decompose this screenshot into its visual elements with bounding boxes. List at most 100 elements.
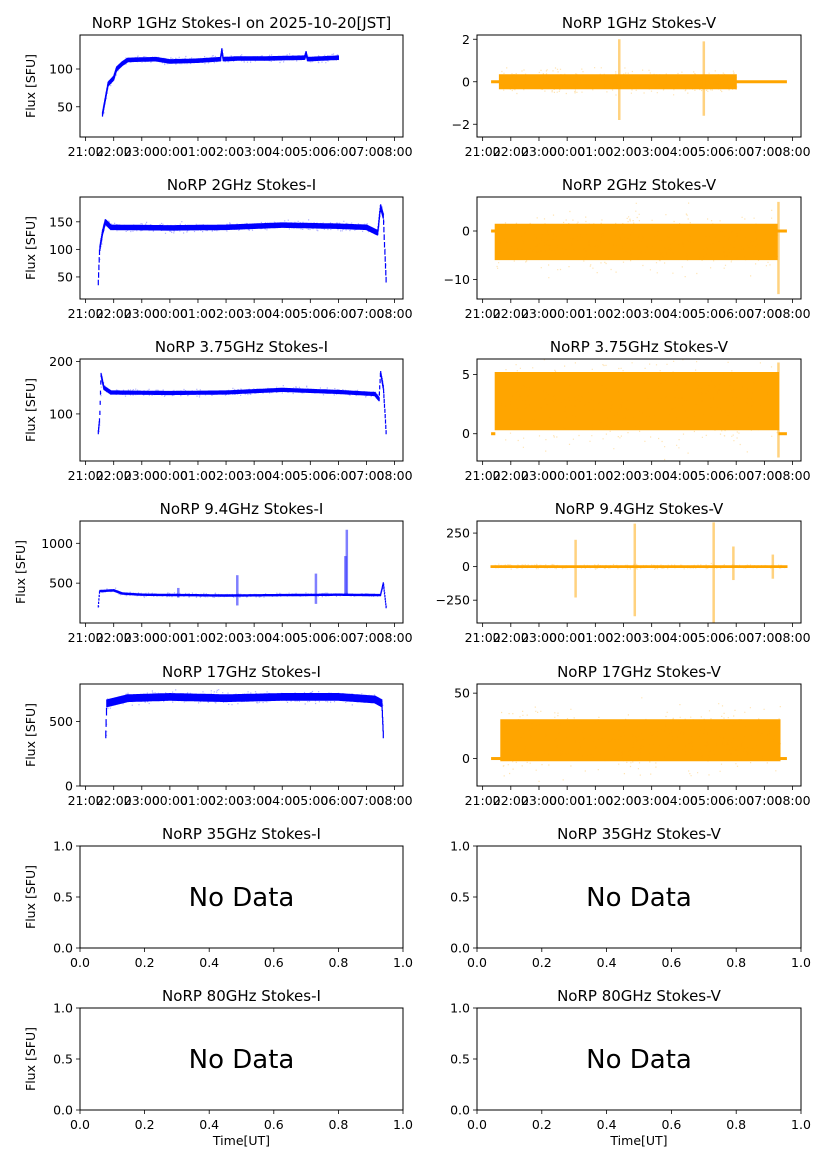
data-outliers: [495, 202, 779, 279]
x-tick-label: 22:00: [493, 793, 529, 808]
x-tick-label: 06:00: [718, 144, 754, 159]
x-tick-label: 23:00: [124, 468, 160, 483]
x-tick-label: 06:00: [320, 468, 356, 483]
x-tick-label: 05:00: [690, 468, 726, 483]
y-tick-label: 500: [49, 714, 73, 729]
x-tick-label: 23:00: [124, 144, 160, 159]
y-tick-label: 100: [49, 62, 73, 77]
x-tick-label: 06:00: [718, 793, 754, 808]
y-tick-label: 0: [462, 74, 470, 89]
data-series: [97, 371, 387, 435]
no-data-annotation: No Data: [586, 883, 692, 913]
subplot-80GHz-I: NoRP 80GHz Stokes-I Flux [SFU] Time[UT] 0.0…: [23, 987, 413, 1148]
x-tick-label: 0.0: [70, 1117, 90, 1132]
x-tick-label: 03:00: [236, 793, 272, 808]
x-tick-label: 23:00: [124, 630, 160, 645]
x-tick-label: 08:00: [775, 306, 811, 321]
x-tick-label: 0.0: [467, 955, 487, 970]
x-tick-label: 08:00: [775, 630, 811, 645]
x-tick-label: 1.0: [791, 1117, 811, 1132]
x-tick-label: 03:00: [634, 306, 670, 321]
y-tick-label: 0: [65, 779, 73, 794]
y-tick-label: 0.0: [450, 941, 470, 956]
y-tick-label: 0.0: [450, 1103, 470, 1118]
no-data-annotation: No Data: [189, 883, 295, 913]
x-tick-label: 1.0: [393, 1117, 413, 1132]
x-tick-label: 00:00: [152, 468, 188, 483]
axes-frame: [79, 520, 404, 624]
x-tick-label: 04:00: [662, 144, 698, 159]
data-band: [490, 565, 788, 568]
x-tick-label: 01:00: [577, 793, 613, 808]
subplot-title: NoRP 17GHz Stokes-I: [162, 663, 321, 681]
data-band: [498, 74, 737, 90]
x-tick-label: 0.6: [661, 955, 681, 970]
y-axis-label: Flux [SFU]: [23, 216, 38, 280]
x-tick-label: 21:00: [465, 144, 501, 159]
x-tick-label: 04:00: [264, 144, 300, 159]
y-tick-label: 0.5: [53, 890, 73, 905]
axes-frame: [79, 358, 404, 462]
x-tick-label: 21:00: [68, 468, 104, 483]
data-series: [491, 39, 787, 120]
x-tick-label: 05:00: [292, 630, 328, 645]
subplot-17GHz-V: NoRP 17GHz Stokes-V 0 50 21:0022:0023:0000:…: [454, 663, 811, 808]
x-tick-label: 01:00: [180, 468, 216, 483]
x-tick-label: 0.4: [199, 955, 219, 970]
x-tick-label: 23:00: [124, 793, 160, 808]
data-outliers: [98, 376, 385, 433]
axes-frame: [476, 34, 802, 138]
no-data-annotation: No Data: [586, 1045, 692, 1075]
no-data-annotation: No Data: [189, 1045, 295, 1075]
x-tick-label: 21:00: [465, 630, 501, 645]
data-outliers: [98, 583, 388, 608]
y-tick-label: 500: [49, 576, 73, 591]
y-tick-label: 50: [454, 686, 470, 701]
x-tick-label: 02:00: [605, 793, 641, 808]
x-tick-label: 04:00: [662, 793, 698, 808]
x-tick-label: 04:00: [662, 306, 698, 321]
y-tick-label: 1.0: [450, 1001, 470, 1016]
x-tick-label: 05:00: [292, 793, 328, 808]
x-tick-label: 01:00: [180, 144, 216, 159]
x-tick-label: 00:00: [549, 793, 585, 808]
subplot-title: NoRP 80GHz Stokes-V: [557, 987, 722, 1005]
y-axis-label: Flux [SFU]: [23, 54, 38, 118]
x-tick-label: 07:00: [348, 306, 384, 321]
data-band: [97, 582, 387, 609]
data-outliers: [105, 689, 384, 736]
x-tick-label: 04:00: [662, 630, 698, 645]
x-tick-label: 23:00: [521, 468, 557, 483]
x-tick-label: 08:00: [377, 306, 413, 321]
y-tick-label: 2: [462, 32, 470, 47]
x-tick-label: 08:00: [377, 468, 413, 483]
x-tick-label: 01:00: [180, 630, 216, 645]
x-tick-label: 07:00: [746, 144, 782, 159]
x-tick-label: 00:00: [549, 630, 585, 645]
x-tick-label: 0.8: [726, 1117, 746, 1132]
y-tick-label: 50: [57, 99, 73, 114]
y-axis-label: Flux [SFU]: [13, 540, 28, 604]
x-tick-label: 21:00: [465, 793, 501, 808]
x-tick-label: 0.0: [70, 955, 90, 970]
x-tick-label: 01:00: [577, 144, 613, 159]
x-tick-label: 22:00: [96, 144, 132, 159]
x-tick-label: 21:00: [68, 630, 104, 645]
x-tick-label: 00:00: [152, 793, 188, 808]
x-tick-label: 07:00: [348, 468, 384, 483]
y-tick-label: 0: [462, 559, 470, 574]
data-series: [490, 522, 788, 623]
x-tick-label: 04:00: [264, 468, 300, 483]
x-tick-label: 02:00: [208, 630, 244, 645]
x-tick-label: 00:00: [152, 630, 188, 645]
x-tick-label: 22:00: [96, 306, 132, 321]
y-tick-label: 150: [49, 214, 73, 229]
subplot-title: NoRP 17GHz Stokes-V: [557, 663, 722, 681]
subplot-2GHz-I: NoRP 2GHz Stokes-I Flux [SFU] 50 100 150 21:0…: [23, 176, 413, 321]
x-tick-label: 06:00: [718, 630, 754, 645]
x-tick-label: 02:00: [605, 630, 641, 645]
x-tick-label: 01:00: [180, 306, 216, 321]
x-tick-label: 02:00: [605, 306, 641, 321]
y-tick-label: −250: [436, 593, 470, 608]
